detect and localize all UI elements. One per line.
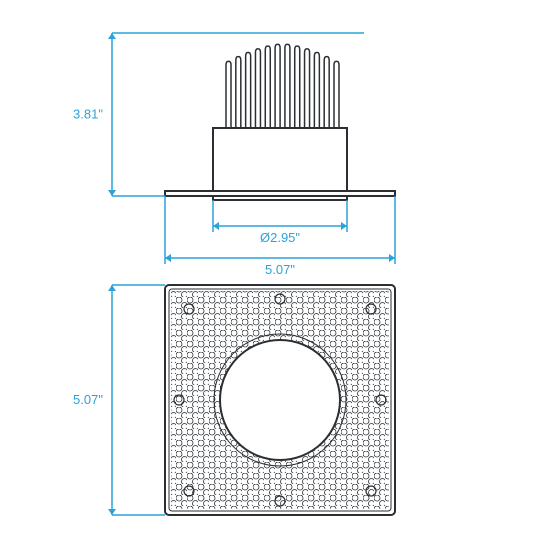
mounting-plate-top-view: [165, 285, 395, 515]
diameter-dimension-label: Ø2.95": [260, 230, 300, 245]
height-dimension-label: 3.81": [73, 107, 103, 122]
width-dimension-label: 5.07": [265, 262, 295, 277]
side-elevation-view: [165, 44, 395, 200]
plate-height-dimension-label: 5.07": [73, 392, 103, 407]
dimensioned-drawing: 3.81" Ø2.95" 5.07" 5.07": [0, 0, 540, 540]
